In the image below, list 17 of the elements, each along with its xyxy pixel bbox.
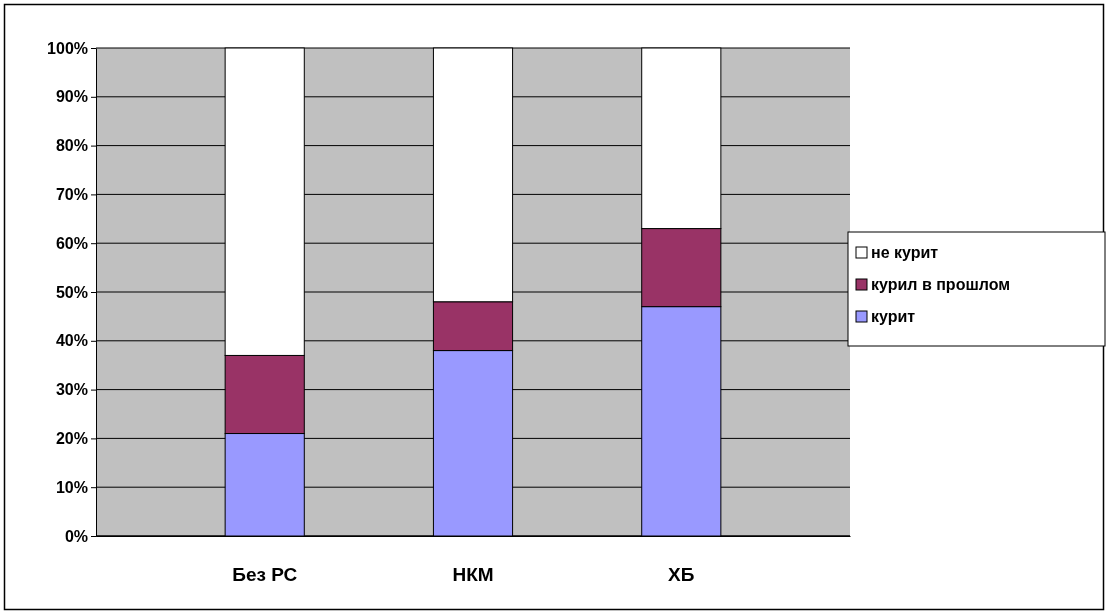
legend-label: курит <box>871 308 916 325</box>
y-tick-label: 80% <box>55 137 88 155</box>
y-tick-label: 50% <box>55 283 88 301</box>
legend-label: курил в прошлом <box>871 276 1011 293</box>
y-tick-label: 10% <box>55 478 88 496</box>
y-tick-label: 100% <box>47 39 88 57</box>
y-tick-label: 20% <box>55 430 88 448</box>
y-tick-label: 40% <box>55 332 88 350</box>
y-tick-label: 0% <box>64 527 88 545</box>
y-tick-label: 90% <box>55 88 88 106</box>
y-tick-label: 60% <box>55 234 88 252</box>
x-tick-label: НКМ <box>452 563 494 585</box>
legend-label: не курит <box>871 244 939 261</box>
y-tick-label: 30% <box>55 381 88 399</box>
x-tick-label: Без РС <box>232 563 298 585</box>
y-tick-label: 70% <box>55 186 88 204</box>
x-tick-label: ХБ <box>668 563 695 585</box>
